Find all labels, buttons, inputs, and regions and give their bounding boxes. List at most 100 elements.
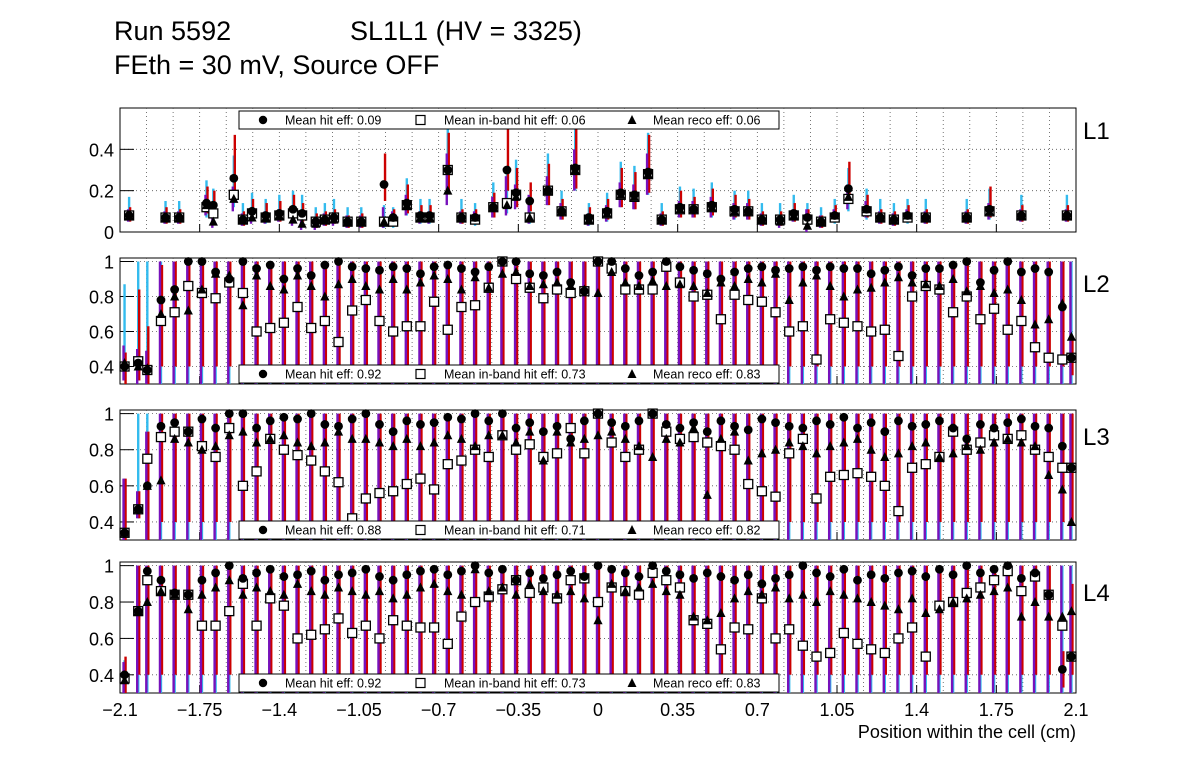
- reco-point: [388, 593, 398, 603]
- hit-point: [375, 572, 384, 581]
- inband-point: [811, 354, 822, 365]
- hit-point: [511, 257, 521, 266]
- inband-point: [155, 431, 167, 443]
- y-tick-label: 0.4: [89, 358, 114, 378]
- inband-point: [852, 638, 863, 650]
- x-tick-label: −1.75: [177, 700, 223, 720]
- inband-point: [865, 644, 877, 655]
- inband-point: [565, 575, 576, 586]
- hit-point: [593, 257, 603, 266]
- hit-point: [1030, 264, 1040, 273]
- reco-point: [484, 430, 494, 440]
- reco-point: [497, 430, 507, 440]
- reco-point: [456, 284, 467, 294]
- hit-point: [880, 427, 890, 437]
- reco-point: [288, 214, 298, 224]
- hit-point: [730, 575, 739, 585]
- hit-point: [429, 262, 439, 272]
- reco-point: [484, 282, 494, 292]
- inband-point: [579, 448, 590, 459]
- legend-inband-marker: [415, 677, 426, 689]
- reco-point: [208, 216, 218, 226]
- inband-point: [183, 280, 194, 292]
- x-tick-label: 0.35: [660, 700, 695, 720]
- hit-point: [566, 566, 576, 576]
- hit-point: [839, 564, 849, 574]
- reco-point: [962, 441, 972, 451]
- inband-point: [428, 296, 440, 307]
- hit-point: [853, 575, 862, 585]
- reco-point: [374, 437, 385, 447]
- reco-point: [1057, 484, 1067, 494]
- reco-point: [675, 204, 685, 214]
- hit-point: [716, 416, 726, 426]
- reco-point: [320, 291, 330, 301]
- reco-point: [648, 578, 658, 588]
- reco-point: [470, 272, 480, 282]
- inband-point: [1002, 324, 1013, 335]
- y-tick-label: 0: [104, 223, 114, 243]
- legend-reco-label: Mean reco eff: 0.83: [653, 368, 761, 382]
- hit-point: [538, 573, 548, 583]
- inband-point: [865, 471, 877, 482]
- inband-point: [906, 291, 918, 302]
- reco-point: [552, 277, 562, 287]
- inband-point: [210, 620, 221, 631]
- hit-point: [484, 568, 494, 578]
- inband-point: [347, 627, 358, 639]
- hit-point: [689, 573, 698, 583]
- reco-point: [320, 589, 330, 599]
- legend-hit-label: Mean hit eff: 0.92: [285, 677, 381, 691]
- reco-point: [511, 437, 521, 447]
- inband-point: [237, 287, 249, 299]
- y-tick-label: 0.6: [89, 323, 114, 343]
- hit-point: [511, 575, 521, 585]
- inband-point: [729, 444, 740, 455]
- inband-point: [1029, 342, 1041, 353]
- inband-point: [1043, 352, 1054, 363]
- hit-point: [1003, 561, 1013, 571]
- inband-point: [208, 208, 219, 219]
- hit-point: [634, 271, 644, 280]
- hit-point: [702, 427, 712, 437]
- reco-point: [488, 202, 498, 212]
- inband-point: [374, 633, 385, 644]
- reco-point: [921, 607, 931, 617]
- hit-point: [334, 570, 343, 580]
- inband-point: [169, 307, 180, 318]
- y-tick-label: 1: [104, 253, 114, 273]
- hit-point: [989, 564, 999, 574]
- inband-point: [661, 575, 672, 586]
- inband-point: [319, 315, 331, 327]
- hit-point: [429, 564, 439, 574]
- reco-point: [607, 267, 617, 276]
- reco-point: [156, 586, 166, 596]
- reco-point: [251, 437, 262, 447]
- hit-point: [306, 271, 316, 280]
- reco-point: [119, 675, 130, 685]
- y-tick-label: 0.4: [89, 513, 114, 533]
- reco-point: [1003, 433, 1013, 443]
- inband-point: [142, 453, 153, 464]
- reco-point: [921, 212, 931, 222]
- reco-point: [839, 437, 849, 447]
- inband-point: [688, 431, 699, 443]
- hit-point: [252, 423, 261, 433]
- hit-point: [525, 196, 535, 206]
- reco-point: [1030, 597, 1040, 607]
- inband-point: [743, 294, 754, 306]
- reco-point: [602, 208, 612, 218]
- reco-point: [634, 281, 644, 290]
- reco-point: [443, 185, 453, 195]
- reco-point: [347, 586, 357, 596]
- legend-hit-label: Mean hit eff: 0.88: [285, 524, 381, 538]
- hit-point: [1044, 590, 1054, 600]
- reco-point: [1066, 516, 1077, 526]
- reco-point: [311, 218, 321, 228]
- inband-point: [142, 575, 153, 586]
- reco-point: [593, 615, 603, 625]
- reco-point: [552, 589, 562, 599]
- inband-point: [374, 487, 385, 499]
- reco-point: [497, 268, 507, 278]
